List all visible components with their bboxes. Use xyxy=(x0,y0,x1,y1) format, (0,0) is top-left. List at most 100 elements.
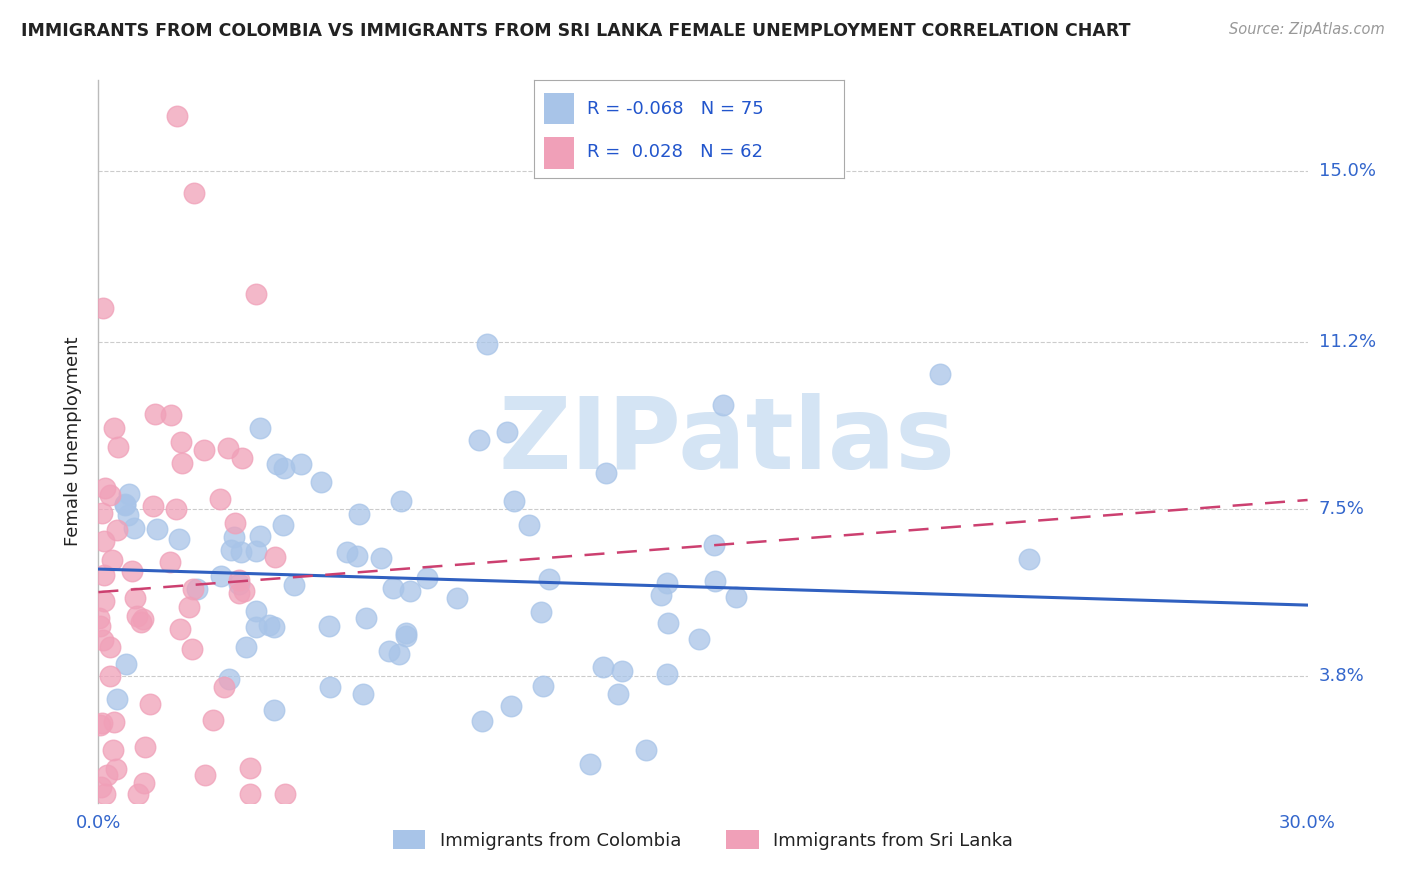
Point xyxy=(94,787,117,801)
Text: 11.2%: 11.2% xyxy=(1319,334,1376,351)
Point xyxy=(239,761,262,775)
Point xyxy=(606,687,628,701)
Point xyxy=(214,680,236,694)
Point xyxy=(245,604,267,618)
Point xyxy=(245,543,267,558)
Point xyxy=(468,434,491,448)
Text: IMMIGRANTS FROM COLOMBIA VS IMMIGRANTS FROM SRI LANKA FEMALE UNEMPLOYMENT CORREL: IMMIGRANTS FROM COLOMBIA VS IMMIGRANTS F… xyxy=(21,22,1130,40)
Point xyxy=(124,591,146,606)
Point xyxy=(395,629,418,643)
Point xyxy=(117,508,139,523)
Point xyxy=(499,699,522,714)
Point xyxy=(929,367,952,381)
Point xyxy=(495,425,517,439)
Point xyxy=(186,582,208,596)
Point xyxy=(90,780,112,794)
Point xyxy=(91,301,114,316)
Point xyxy=(228,573,250,587)
Point xyxy=(224,516,246,530)
Point xyxy=(132,776,155,790)
Point xyxy=(169,622,191,636)
Point xyxy=(377,644,399,658)
Text: Source: ZipAtlas.com: Source: ZipAtlas.com xyxy=(1229,22,1385,37)
Point xyxy=(336,545,359,559)
Point xyxy=(517,518,540,533)
Point xyxy=(114,657,136,671)
Point xyxy=(318,619,340,633)
Point xyxy=(165,502,187,516)
Point xyxy=(89,611,111,625)
Point xyxy=(96,768,118,782)
Point xyxy=(159,556,181,570)
Point xyxy=(122,521,145,535)
Point xyxy=(105,691,128,706)
Point xyxy=(537,573,560,587)
Point xyxy=(239,787,262,801)
Point xyxy=(91,716,114,731)
Point xyxy=(388,648,411,662)
Point xyxy=(349,507,371,521)
Text: 3.8%: 3.8% xyxy=(1319,667,1364,685)
Point xyxy=(101,553,124,567)
Point xyxy=(273,460,295,475)
Point xyxy=(98,669,121,683)
Point xyxy=(636,742,658,756)
Point xyxy=(218,672,240,686)
Point xyxy=(235,640,257,655)
Point xyxy=(146,522,169,536)
Point xyxy=(91,506,114,520)
Point xyxy=(650,588,672,602)
Point xyxy=(389,494,412,508)
Point xyxy=(166,109,188,123)
Point xyxy=(127,787,149,801)
Point xyxy=(103,421,125,435)
Point xyxy=(346,549,368,563)
Point xyxy=(98,640,121,654)
Text: R = -0.068   N = 75: R = -0.068 N = 75 xyxy=(586,100,763,118)
Point xyxy=(134,740,156,755)
Point xyxy=(93,567,115,582)
Point xyxy=(283,578,305,592)
Point xyxy=(172,456,194,470)
Point xyxy=(354,611,377,625)
Text: ZIPatlas: ZIPatlas xyxy=(499,393,956,490)
Text: R =  0.028   N = 62: R = 0.028 N = 62 xyxy=(586,143,763,161)
Point xyxy=(181,582,204,596)
Point xyxy=(132,612,155,626)
Point xyxy=(143,407,166,421)
Point xyxy=(194,768,217,782)
Point xyxy=(610,665,633,679)
FancyBboxPatch shape xyxy=(544,137,575,169)
Point xyxy=(657,616,679,631)
Point xyxy=(655,575,678,590)
Point xyxy=(290,457,312,471)
Point xyxy=(502,494,524,508)
Point xyxy=(257,617,280,632)
Point xyxy=(395,625,418,640)
Point xyxy=(221,543,243,558)
Point xyxy=(93,533,115,548)
Point xyxy=(592,659,614,673)
Point xyxy=(475,337,498,351)
Point xyxy=(105,523,128,537)
Point xyxy=(222,530,245,544)
Point xyxy=(177,600,200,615)
Point xyxy=(107,440,129,454)
FancyBboxPatch shape xyxy=(544,93,575,124)
Point xyxy=(229,545,252,559)
Point xyxy=(217,442,239,456)
Point xyxy=(249,420,271,434)
Point xyxy=(89,619,111,633)
Point xyxy=(103,714,125,729)
Point xyxy=(245,286,267,301)
Point xyxy=(183,186,205,201)
Point xyxy=(209,569,232,583)
Point xyxy=(319,680,342,694)
Point xyxy=(170,434,193,449)
Point xyxy=(131,615,153,629)
Point xyxy=(595,466,617,480)
Point xyxy=(446,591,468,606)
Point xyxy=(232,584,254,599)
Point xyxy=(711,398,734,412)
Point xyxy=(101,743,124,757)
